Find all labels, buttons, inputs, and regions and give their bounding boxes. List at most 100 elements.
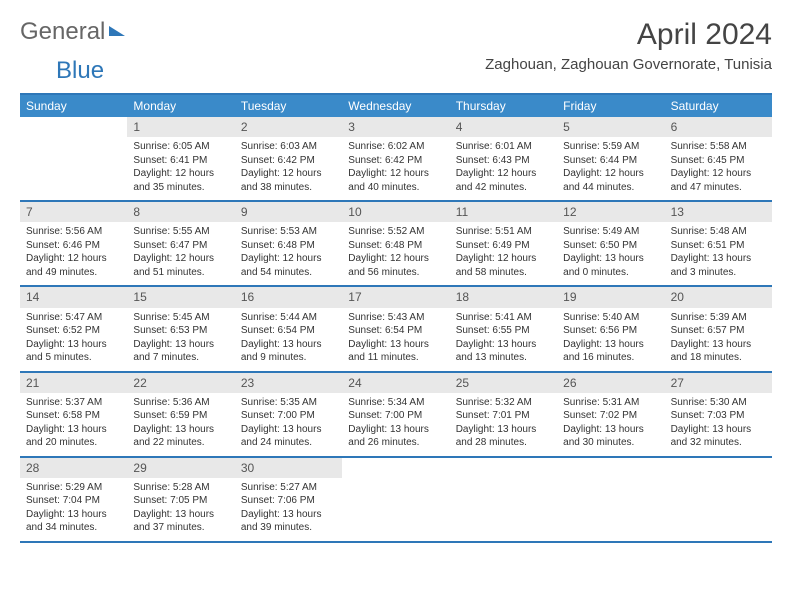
sunrise-text: Sunrise: 6:01 AM: [450, 140, 557, 154]
logo: General: [20, 18, 127, 46]
day-cell: 9Sunrise: 5:53 AMSunset: 6:48 PMDaylight…: [235, 202, 342, 285]
day-cell: .: [557, 458, 664, 541]
daylight-text: Daylight: 13 hours and 20 minutes.: [20, 423, 127, 450]
title-block: April 2024 Zaghouan, Zaghouan Governorat…: [485, 18, 772, 73]
sunrise-text: Sunrise: 6:05 AM: [127, 140, 234, 154]
daylight-text: Daylight: 13 hours and 28 minutes.: [450, 423, 557, 450]
sunset-text: Sunset: 7:04 PM: [20, 494, 127, 508]
day-number: 24: [342, 373, 449, 393]
day-number: 9: [235, 202, 342, 222]
daylight-text: Daylight: 13 hours and 0 minutes.: [557, 252, 664, 279]
sunrise-text: Sunrise: 5:47 AM: [20, 311, 127, 325]
day-cell: 22Sunrise: 5:36 AMSunset: 6:59 PMDayligh…: [127, 373, 234, 456]
day-cell: 3Sunrise: 6:02 AMSunset: 6:42 PMDaylight…: [342, 117, 449, 200]
day-number: 14: [20, 287, 127, 307]
day-cell: .: [665, 458, 772, 541]
day-header: Wednesday: [342, 95, 449, 117]
day-cell: 12Sunrise: 5:49 AMSunset: 6:50 PMDayligh…: [557, 202, 664, 285]
day-number: 1: [127, 117, 234, 137]
daylight-text: Daylight: 12 hours and 56 minutes.: [342, 252, 449, 279]
day-number: 8: [127, 202, 234, 222]
daylight-text: Daylight: 13 hours and 18 minutes.: [665, 338, 772, 365]
day-cell: 19Sunrise: 5:40 AMSunset: 6:56 PMDayligh…: [557, 287, 664, 370]
sunset-text: Sunset: 6:57 PM: [665, 324, 772, 338]
day-number: 18: [450, 287, 557, 307]
day-cell: .: [450, 458, 557, 541]
day-cell: 27Sunrise: 5:30 AMSunset: 7:03 PMDayligh…: [665, 373, 772, 456]
daylight-text: Daylight: 12 hours and 35 minutes.: [127, 167, 234, 194]
calendar: Sunday Monday Tuesday Wednesday Thursday…: [20, 93, 772, 543]
day-number: 5: [557, 117, 664, 137]
sunrise-text: Sunrise: 5:32 AM: [450, 396, 557, 410]
day-number: 17: [342, 287, 449, 307]
sunset-text: Sunset: 7:02 PM: [557, 409, 664, 423]
daylight-text: Daylight: 12 hours and 47 minutes.: [665, 167, 772, 194]
week-row: 14Sunrise: 5:47 AMSunset: 6:52 PMDayligh…: [20, 287, 772, 372]
sunrise-text: Sunrise: 5:35 AM: [235, 396, 342, 410]
sunrise-text: Sunrise: 5:56 AM: [20, 225, 127, 239]
sunrise-text: Sunrise: 6:03 AM: [235, 140, 342, 154]
day-cell: 5Sunrise: 5:59 AMSunset: 6:44 PMDaylight…: [557, 117, 664, 200]
day-number: 21: [20, 373, 127, 393]
sunset-text: Sunset: 6:54 PM: [235, 324, 342, 338]
daylight-text: Daylight: 12 hours and 51 minutes.: [127, 252, 234, 279]
sunset-text: Sunset: 6:43 PM: [450, 154, 557, 168]
sunrise-text: Sunrise: 5:40 AM: [557, 311, 664, 325]
sunset-text: Sunset: 6:42 PM: [235, 154, 342, 168]
sunrise-text: Sunrise: 5:43 AM: [342, 311, 449, 325]
daylight-text: Daylight: 12 hours and 49 minutes.: [20, 252, 127, 279]
day-header: Thursday: [450, 95, 557, 117]
day-number: 30: [235, 458, 342, 478]
day-header: Friday: [557, 95, 664, 117]
sunrise-text: Sunrise: 5:49 AM: [557, 225, 664, 239]
day-cell: 30Sunrise: 5:27 AMSunset: 7:06 PMDayligh…: [235, 458, 342, 541]
day-number: 26: [557, 373, 664, 393]
sunset-text: Sunset: 7:06 PM: [235, 494, 342, 508]
sunrise-text: Sunrise: 5:30 AM: [665, 396, 772, 410]
day-number: 22: [127, 373, 234, 393]
daylight-text: Daylight: 13 hours and 5 minutes.: [20, 338, 127, 365]
day-cell: 26Sunrise: 5:31 AMSunset: 7:02 PMDayligh…: [557, 373, 664, 456]
daylight-text: Daylight: 12 hours and 44 minutes.: [557, 167, 664, 194]
daylight-text: Daylight: 13 hours and 32 minutes.: [665, 423, 772, 450]
day-number: 25: [450, 373, 557, 393]
week-row: .1Sunrise: 6:05 AMSunset: 6:41 PMDayligh…: [20, 117, 772, 202]
sunset-text: Sunset: 6:58 PM: [20, 409, 127, 423]
sunrise-text: Sunrise: 5:58 AM: [665, 140, 772, 154]
sunset-text: Sunset: 7:01 PM: [450, 409, 557, 423]
day-header: Saturday: [665, 95, 772, 117]
sunset-text: Sunset: 6:59 PM: [127, 409, 234, 423]
sunrise-text: Sunrise: 5:45 AM: [127, 311, 234, 325]
day-cell: .: [20, 117, 127, 200]
day-header: Sunday: [20, 95, 127, 117]
day-cell: 21Sunrise: 5:37 AMSunset: 6:58 PMDayligh…: [20, 373, 127, 456]
day-cell: 15Sunrise: 5:45 AMSunset: 6:53 PMDayligh…: [127, 287, 234, 370]
sunset-text: Sunset: 6:42 PM: [342, 154, 449, 168]
day-number: 28: [20, 458, 127, 478]
day-number: 16: [235, 287, 342, 307]
week-row: 28Sunrise: 5:29 AMSunset: 7:04 PMDayligh…: [20, 458, 772, 543]
sunset-text: Sunset: 6:51 PM: [665, 239, 772, 253]
sunrise-text: Sunrise: 5:51 AM: [450, 225, 557, 239]
sunrise-text: Sunrise: 5:39 AM: [665, 311, 772, 325]
sunset-text: Sunset: 6:54 PM: [342, 324, 449, 338]
sunset-text: Sunset: 6:46 PM: [20, 239, 127, 253]
sunset-text: Sunset: 7:00 PM: [235, 409, 342, 423]
day-number: 6: [665, 117, 772, 137]
sunset-text: Sunset: 6:50 PM: [557, 239, 664, 253]
day-number: 20: [665, 287, 772, 307]
daylight-text: Daylight: 13 hours and 37 minutes.: [127, 508, 234, 535]
day-cell: 18Sunrise: 5:41 AMSunset: 6:55 PMDayligh…: [450, 287, 557, 370]
sunset-text: Sunset: 6:56 PM: [557, 324, 664, 338]
day-number: 10: [342, 202, 449, 222]
sunrise-text: Sunrise: 6:02 AM: [342, 140, 449, 154]
day-number: 2: [235, 117, 342, 137]
daylight-text: Daylight: 12 hours and 58 minutes.: [450, 252, 557, 279]
daylight-text: Daylight: 13 hours and 24 minutes.: [235, 423, 342, 450]
sunrise-text: Sunrise: 5:53 AM: [235, 225, 342, 239]
sunrise-text: Sunrise: 5:52 AM: [342, 225, 449, 239]
day-cell: 1Sunrise: 6:05 AMSunset: 6:41 PMDaylight…: [127, 117, 234, 200]
sunset-text: Sunset: 6:48 PM: [342, 239, 449, 253]
daylight-text: Daylight: 12 hours and 54 minutes.: [235, 252, 342, 279]
day-cell: .: [342, 458, 449, 541]
